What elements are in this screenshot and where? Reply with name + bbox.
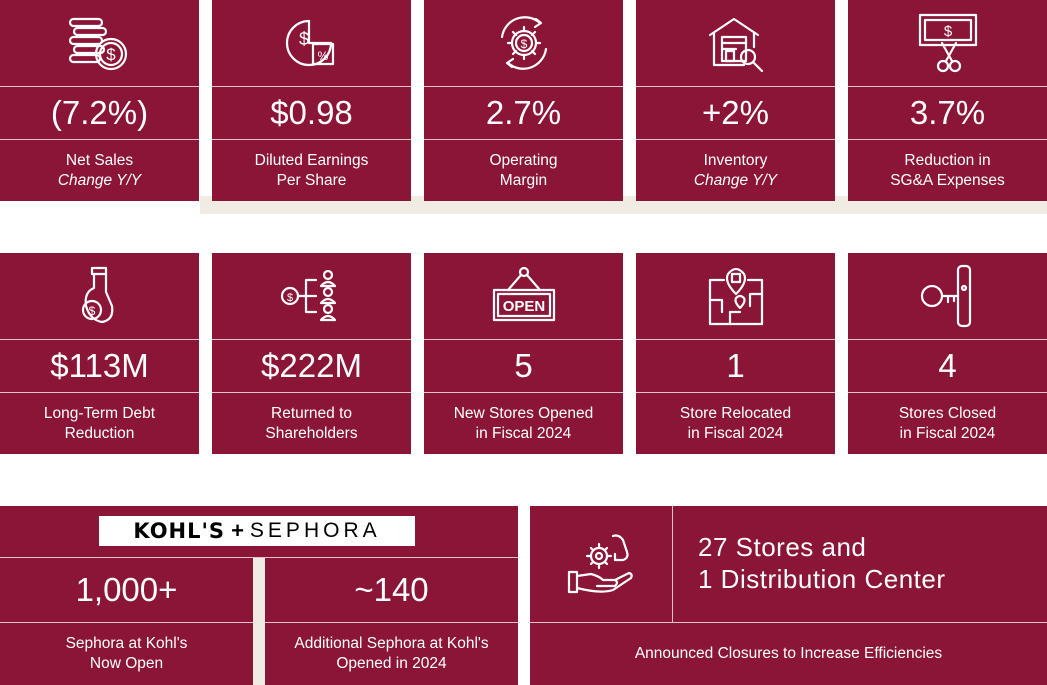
shareholder-return-label: Returned to Shareholders xyxy=(265,404,358,442)
closures-divider-horizontal xyxy=(530,622,1047,623)
stores-closed-label: Stores Closed in Fiscal 2024 xyxy=(898,404,997,442)
sephora-divider-top xyxy=(0,557,518,558)
svg-text:%: % xyxy=(317,49,328,63)
debt-reduction-label: Long-Term Debt Reduction xyxy=(43,404,156,442)
svg-text:$: $ xyxy=(943,23,952,40)
new-stores-value: 5 xyxy=(514,347,533,384)
pie-dollar-percent-icon: $ % xyxy=(212,0,411,86)
kpi-tile-store-relocated: 1 Store Relocated in Fiscal 2024 xyxy=(636,253,835,454)
open-sign-icon: OPEN xyxy=(424,253,623,339)
kpi-tile-new-stores: OPEN 5 New Stores Opened in Fiscal 2024 xyxy=(424,253,623,454)
coins-dollar-icon: $ xyxy=(0,0,199,86)
svg-text:OPEN: OPEN xyxy=(502,298,545,315)
eps-label: Diluted Earnings Per Share xyxy=(254,151,369,189)
closures-caption: Announced Closures to Increase Efficienc… xyxy=(634,645,943,662)
net-sales-value: (7.2%) xyxy=(50,94,149,131)
kpi-tile-operating-margin: $ 2.7% Operating Margin xyxy=(424,0,623,201)
sephora-additional-label: Additional Sephora at Kohl's Opened in 20… xyxy=(294,635,489,672)
kohls-sephora-logo: KOHL'S + SEPHORA xyxy=(99,516,415,546)
closures-divider-vertical xyxy=(672,506,673,622)
sga-reduction-label: Reduction in SG&A Expenses xyxy=(890,151,1005,189)
stores-closed-value: 4 xyxy=(938,347,957,384)
svg-text:$: $ xyxy=(520,37,527,51)
hand-coin-icon: $ xyxy=(0,253,199,339)
store-relocated-label: Store Relocated in Fiscal 2024 xyxy=(679,404,792,442)
kpi-tile-shareholder-return: $ $222M Returned to Shareholders xyxy=(212,253,411,454)
warehouse-search-icon xyxy=(636,0,835,86)
new-stores-label: New Stores Opened in Fiscal 2024 xyxy=(453,404,594,442)
operating-margin-value: 2.7% xyxy=(485,94,562,131)
store-relocated-value: 1 xyxy=(726,347,745,384)
sephora-column-gap xyxy=(253,558,265,685)
sephora-additional-value: ~140 xyxy=(354,571,429,608)
kpi-tile-sga-reduction: $ 3.7% Reduction in SG&A Expenses xyxy=(848,0,1047,201)
kpi-tile-debt-reduction: $ $113M Long-Term Debt Reduction xyxy=(0,253,199,454)
shareholder-return-value: $222M xyxy=(261,347,362,384)
key-lock-icon xyxy=(848,253,1047,339)
svg-text:$: $ xyxy=(298,29,308,49)
row1-background-shade xyxy=(200,196,1047,214)
inventory-value: +2% xyxy=(702,94,769,131)
sephora-open-value: 1,000+ xyxy=(75,571,178,608)
svg-text:$: $ xyxy=(106,45,116,64)
operating-margin-label: Operating Margin xyxy=(489,151,558,189)
sephora-open-label: Sephora at Kohl's Now Open xyxy=(65,635,188,672)
debt-reduction-value: $113M xyxy=(50,347,149,384)
map-pin-icon xyxy=(636,253,835,339)
sga-reduction-value: 3.7% xyxy=(909,94,986,131)
net-sales-label: Net Sales Change Y/Y xyxy=(57,151,142,189)
hand-gear-efficiency-icon xyxy=(565,528,637,600)
kpi-tile-net-sales: $ (7.2%) Net Sales Change Y/Y xyxy=(0,0,199,201)
dollar-to-people-icon: $ xyxy=(212,253,411,339)
kpi-tile-eps: $ % $0.98 Diluted Earnings Per Share xyxy=(212,0,411,201)
kpi-tile-inventory: +2% Inventory Change Y/Y xyxy=(636,0,835,201)
svg-text:$: $ xyxy=(286,292,292,304)
kpi-tile-stores-closed: 4 Stores Closed in Fiscal 2024 xyxy=(848,253,1047,454)
inventory-label: Inventory Change Y/Y xyxy=(693,151,778,189)
eps-value: $0.98 xyxy=(270,94,353,131)
svg-text:$: $ xyxy=(88,304,95,318)
gear-dollar-cycle-icon: $ xyxy=(424,0,623,86)
closures-headline: 27 Stores and 1 Distribution Center xyxy=(698,532,946,594)
cut-money-icon: $ xyxy=(848,0,1047,86)
